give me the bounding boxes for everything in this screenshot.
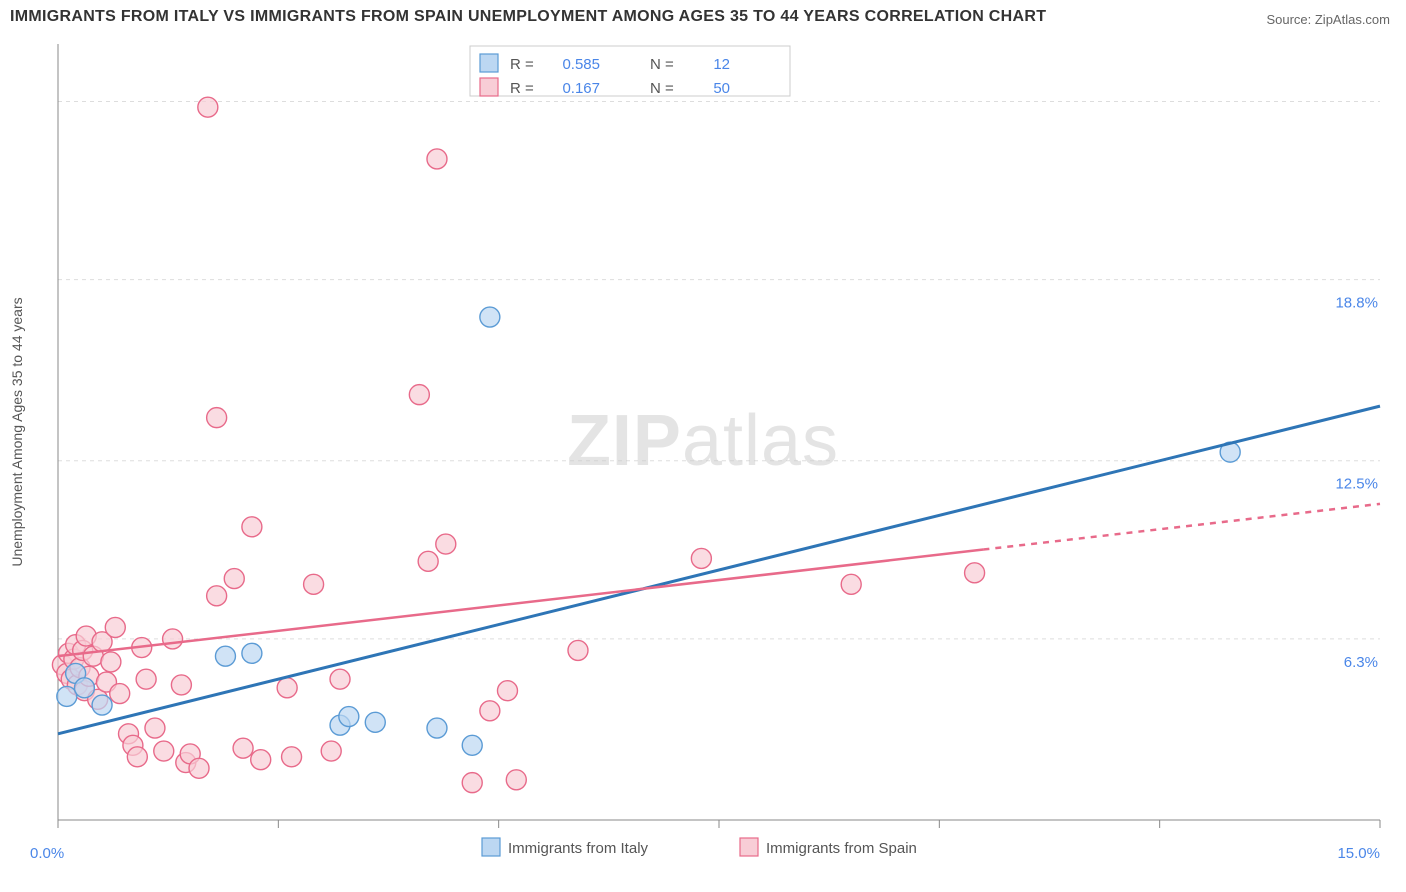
svg-text:50: 50 [713,80,730,97]
svg-text:R =: R = [510,56,534,73]
svg-text:R =: R = [510,80,534,97]
svg-text:18.8%: 18.8% [1335,295,1378,312]
svg-text:0.0%: 0.0% [30,845,64,862]
chart-title: IMMIGRANTS FROM ITALY VS IMMIGRANTS FROM… [10,8,1046,26]
svg-text:12.5%: 12.5% [1335,476,1378,493]
svg-text:N =: N = [650,80,674,97]
svg-text:15.0%: 15.0% [1337,845,1380,862]
svg-text:12: 12 [713,56,730,73]
svg-text:0.585: 0.585 [562,56,600,73]
source-link[interactable]: ZipAtlas.com [1315,12,1390,27]
svg-text:Immigrants from Italy: Immigrants from Italy [508,840,649,857]
chart-container: 0.0% 15.0% 6.3% 12.5% 18.8% Unemployment Amon… [0,36,1406,876]
svg-text:Immigrants from Spain: Immigrants from Spain [766,840,917,857]
svg-text:0.167: 0.167 [562,80,600,97]
svg-text:N =: N = [650,56,674,73]
source-attribution: Source: ZipAtlas.com [1266,12,1390,27]
correlation-scatter-chart: 0.0% 15.0% 6.3% 12.5% 18.8% Unemployment Amon… [0,36,1406,876]
svg-text:6.3%: 6.3% [1344,654,1378,671]
source-prefix: Source: [1266,12,1314,27]
y-axis-label: Unemployment Among Ages 35 to 44 years [9,297,25,566]
